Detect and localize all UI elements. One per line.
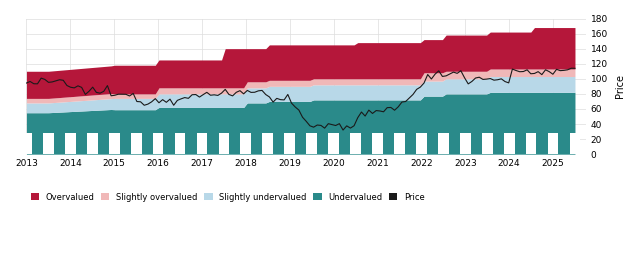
Bar — [525, 133, 536, 154]
Bar — [65, 133, 76, 154]
Bar — [372, 133, 383, 154]
Bar — [548, 133, 559, 154]
Bar — [284, 133, 295, 154]
Bar — [109, 133, 120, 154]
Bar — [350, 133, 361, 154]
Bar — [570, 133, 580, 154]
Bar — [87, 133, 98, 154]
Bar — [482, 133, 493, 154]
Bar — [241, 133, 252, 154]
Bar — [460, 133, 470, 154]
Bar — [394, 133, 405, 154]
Bar — [21, 133, 32, 154]
Bar — [153, 133, 163, 154]
Bar — [416, 133, 427, 154]
Legend: Overvalued, Slightly overvalued, Slightly undervalued, Undervalued, Price: Overvalued, Slightly overvalued, Slightl… — [31, 193, 425, 201]
Bar — [131, 133, 141, 154]
Bar — [438, 133, 449, 154]
Bar — [504, 133, 515, 154]
Bar — [43, 133, 54, 154]
Bar — [175, 133, 186, 154]
Bar — [307, 133, 317, 154]
Bar — [262, 133, 273, 154]
Y-axis label: Price: Price — [615, 74, 625, 98]
Bar — [218, 133, 229, 154]
Bar — [196, 133, 207, 154]
Bar — [328, 133, 339, 154]
